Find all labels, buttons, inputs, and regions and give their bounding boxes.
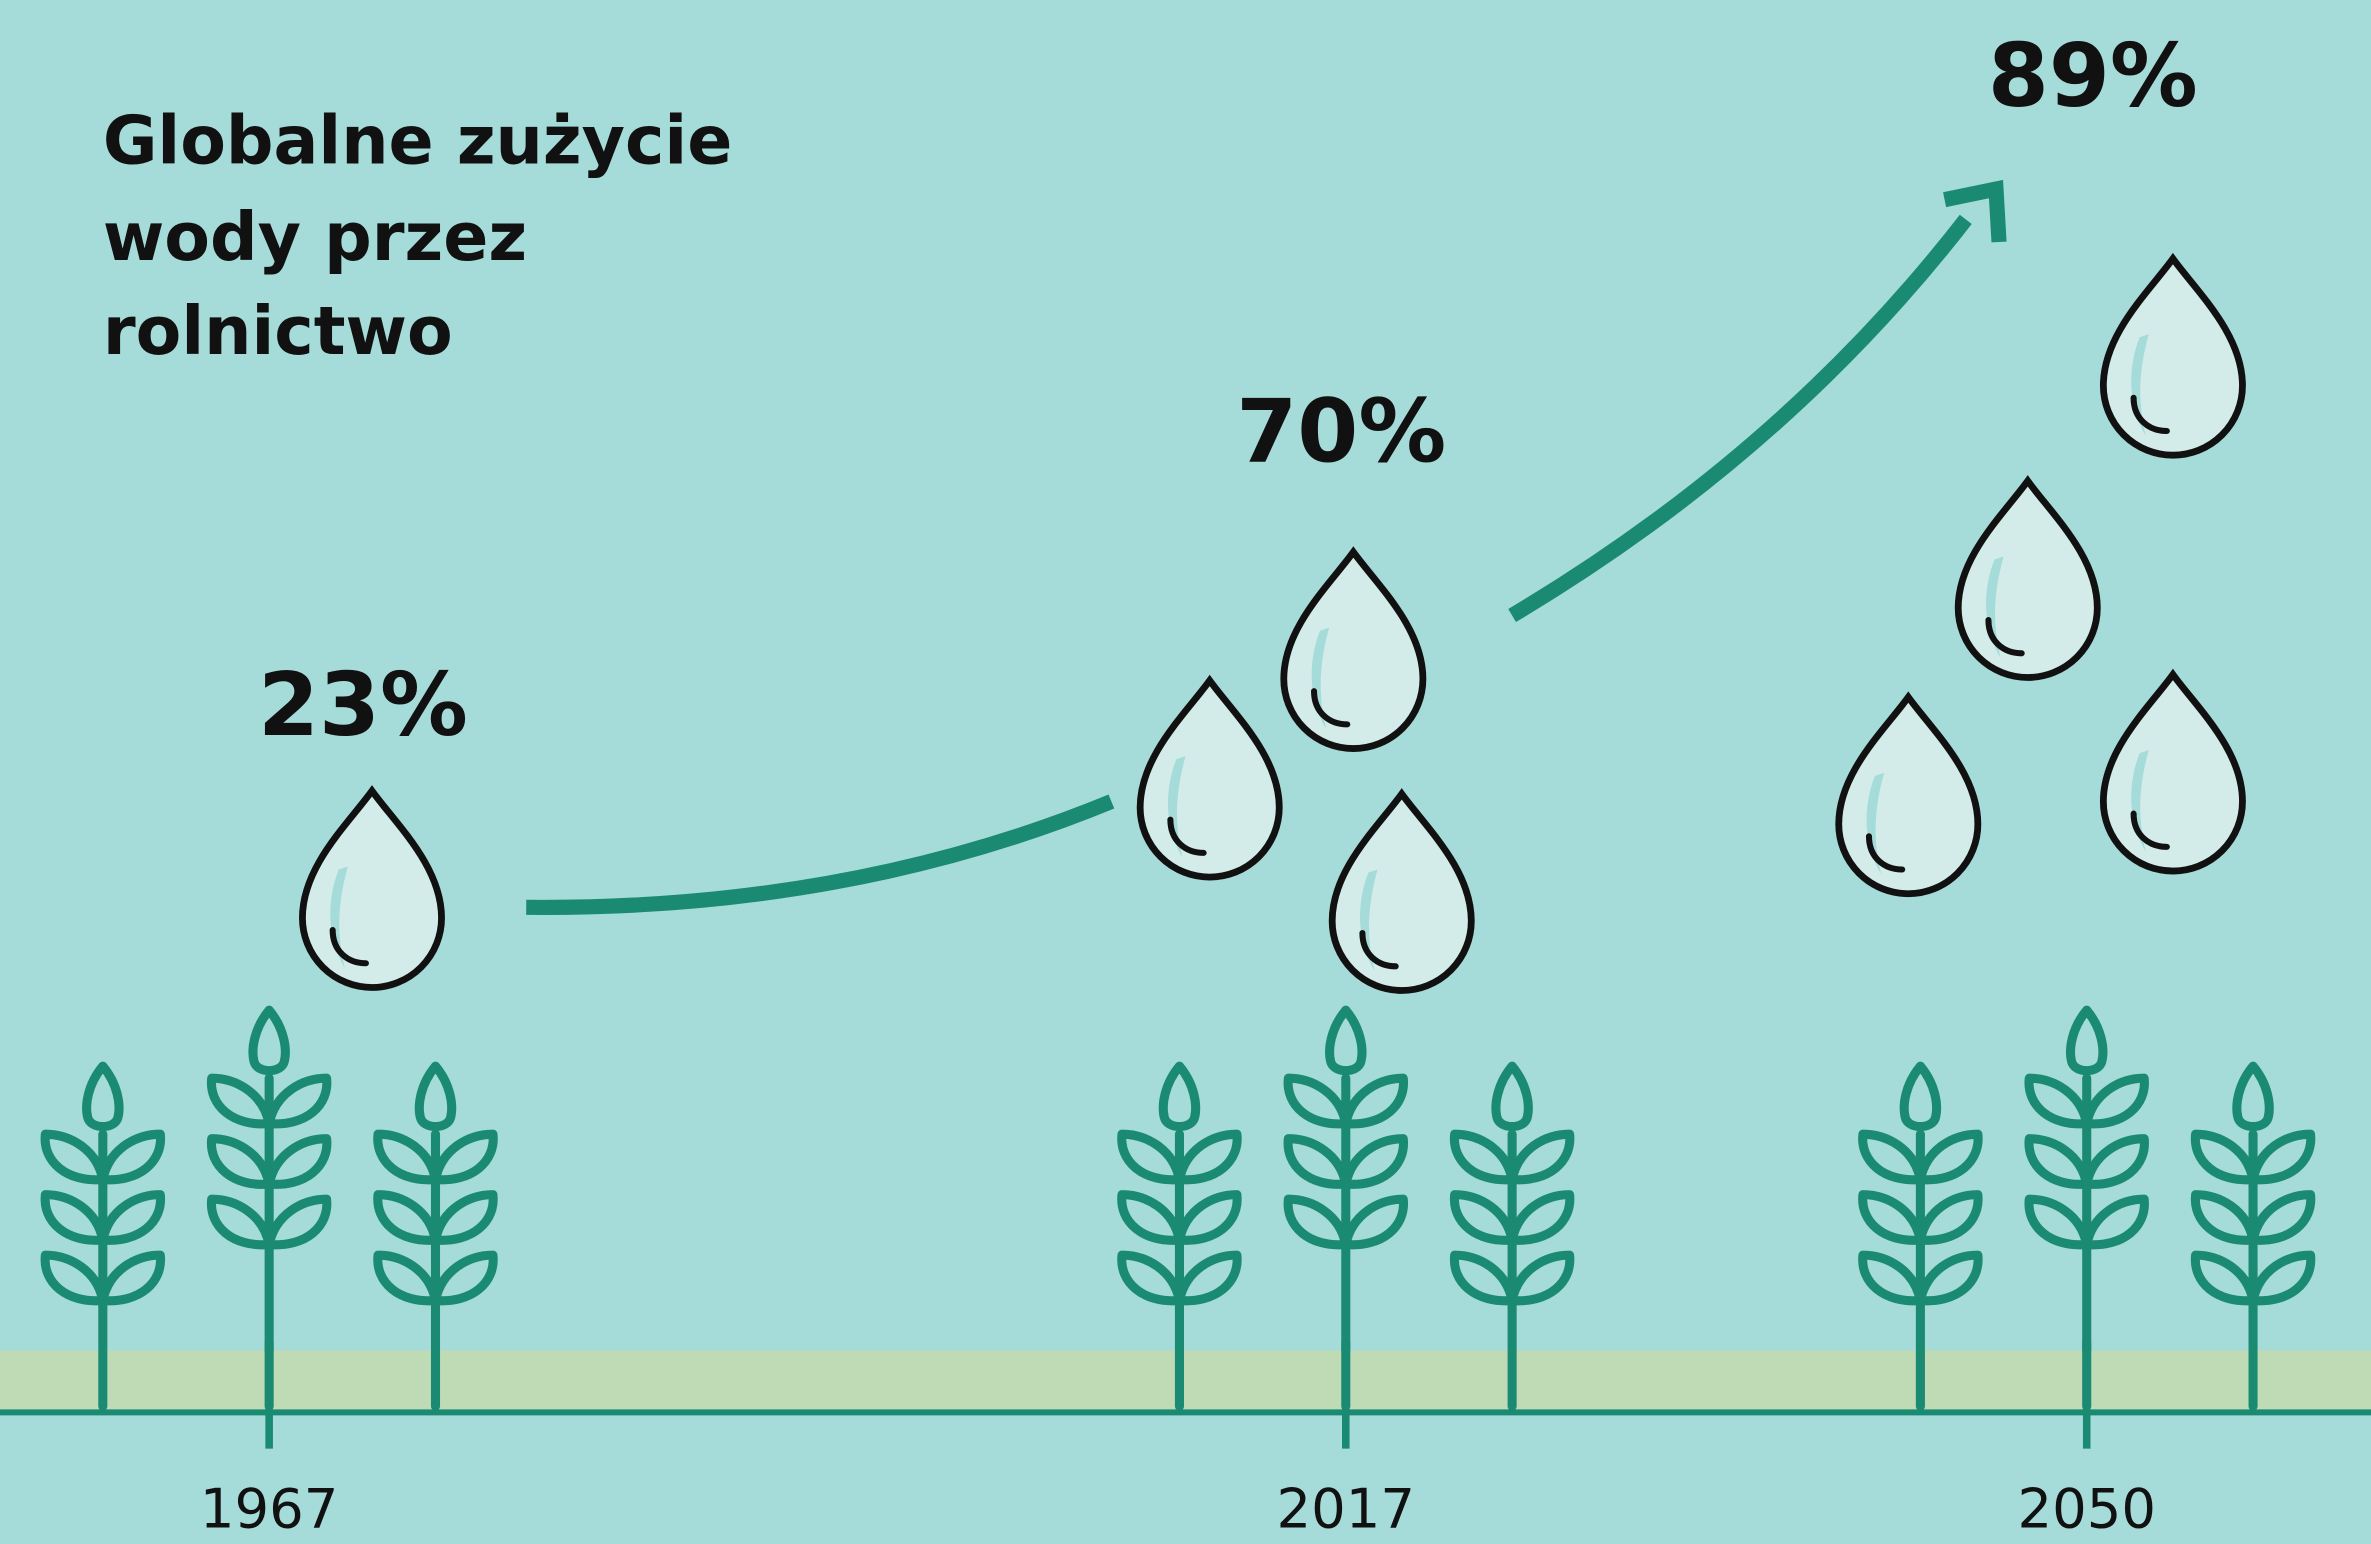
year-label: 1967 — [200, 1476, 339, 1540]
year-label: 2050 — [2017, 1476, 2156, 1540]
year-label: 2017 — [1277, 1476, 1416, 1540]
page: Globalne zużycie wody przez rolnictwo 23… — [0, 0, 2371, 1544]
percent-label: 70% — [1236, 380, 1446, 482]
ground — [0, 1350, 2371, 1410]
infographic: Globalne zużycie wody przez rolnictwo 23… — [0, 0, 2371, 1544]
title-line: wody przez — [103, 198, 527, 276]
percent-label: 23% — [258, 654, 468, 756]
percent-label: 89% — [1988, 25, 2198, 127]
title-line: rolnictwo — [103, 292, 453, 370]
title-line: Globalne zużycie — [103, 101, 733, 179]
